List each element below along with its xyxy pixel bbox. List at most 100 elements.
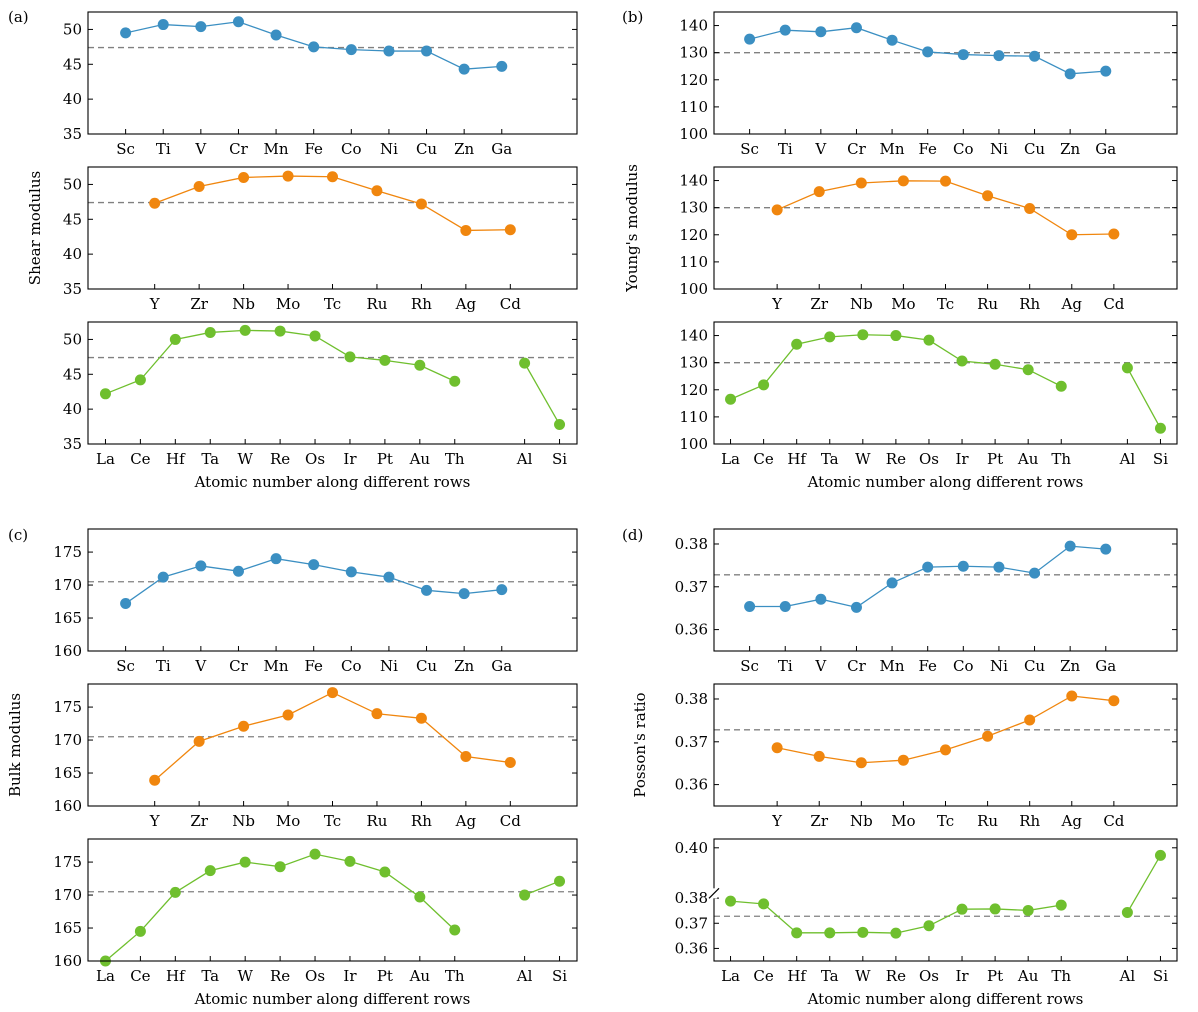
x-tick-label: Mo [276,295,300,313]
y-tick-label: 35 [63,435,82,453]
x-tick-label: Si [552,450,567,468]
x-tick-label: La [96,967,115,985]
x-tick-label: Ag [1061,295,1083,313]
x-tick-label: Hf [166,450,186,468]
y-tick-label: 35 [63,125,82,143]
data-point-hf [169,886,181,898]
y-tick-label: 110 [679,98,708,116]
y-tick-label: 175 [53,853,82,871]
x-tick-label: Ga [491,140,512,158]
data-point-ni [993,50,1005,62]
data-point-ag [1066,229,1078,241]
x-tick-label: Re [270,967,290,985]
data-point-fe [922,561,934,573]
x-tick-label: Cu [1024,140,1045,158]
axes-frame [713,683,1178,807]
data-point-mo [897,754,909,766]
y-tick-label: 140 [679,172,708,190]
y-tick-label: 165 [53,609,82,627]
x-tick-label: Rh [411,812,432,830]
y-tick-label: 175 [53,543,82,561]
data-point-ni [383,571,395,583]
x-tick-label: Mo [276,812,300,830]
x-tick-label: Ag [1061,812,1083,830]
x-tick-label: Cu [416,657,437,675]
panel-letter: (c) [8,526,28,544]
data-point-si [1154,849,1166,861]
axes-frame [713,528,1178,652]
x-tick-label: Cu [416,140,437,158]
x-tick-label: Re [886,967,906,985]
x-tick-label: Th [445,450,465,468]
y-axis-title: Shear modulus [26,171,44,285]
data-point-ag [1066,690,1078,702]
data-point-al [519,889,531,901]
data-point-cd [504,756,516,768]
data-point-al [1121,906,1133,918]
y-tick-label: 0.38 [675,889,708,907]
x-tick-label: Cd [500,812,521,830]
data-point-th [449,375,461,387]
axes-frame [713,11,1178,135]
subplot-row-1: 35 40 45 50 Sc Ti V Cr Mn Fe Co Ni Cu Zn Ga [63,11,578,158]
data-point-si [554,875,566,887]
x-tick-label: Zr [190,812,208,830]
x-tick-label: Hf [787,450,807,468]
y-tick-label: 40 [63,400,82,418]
data-point-re [274,325,286,337]
x-tick-label: Ni [380,140,398,158]
x-tick-label: Th [1051,967,1071,985]
x-tick-label: Au [409,450,431,468]
data-point-re [890,330,902,342]
data-point-nb [855,177,867,189]
data-point-cu [1029,567,1041,579]
data-point-sc [120,598,132,610]
y-tick-label: 170 [53,731,82,749]
data-point-ga [1100,543,1112,555]
data-point-cu [1029,50,1041,62]
x-tick-label: Cu [1024,657,1045,675]
x-tick-label: Sc [116,657,135,675]
data-point-ir [344,351,356,363]
data-point-cr [232,565,244,577]
series-line [1126,855,1162,913]
x-tick-label: Zr [190,295,208,313]
data-point-au [414,359,426,371]
data-point-zr [193,181,205,193]
x-tick-label: Zn [454,140,474,158]
y-tick-label: 45 [63,365,82,383]
panel-letter: (b) [622,8,643,26]
data-point-ir [956,903,968,915]
x-tick-label: Nb [850,295,873,313]
x-tick-label: Y [149,812,161,830]
data-point-os [923,334,935,346]
subplot-row-3: 160 165 170 175 La Ce Hf Ta W Re Os Ir Pt Au Th Al Si Ato… [53,838,578,1008]
data-point-re [890,927,902,939]
x-tick-label: Mn [264,140,289,158]
data-point-ti [779,600,791,612]
series-line [524,880,560,896]
y-tick-label: 50 [63,330,82,348]
x-tick-label: Sc [116,140,135,158]
x-tick-label: Ir [955,967,969,985]
data-point-cu [421,584,433,596]
x-tick-label: Ce [130,450,150,468]
data-point-au [1022,364,1034,376]
x-tick-label: Cd [500,295,521,313]
x-tick-label: Tc [324,812,341,830]
y-tick-label: 0.40 [675,839,708,857]
y-axis-title: Young's modulus [623,164,641,293]
x-tick-label: Ru [366,295,387,313]
data-point-re [274,861,286,873]
x-tick-label: Ti [156,140,171,158]
y-tick-label: 50 [63,20,82,38]
x-axis-title: Atomic number along different rows [194,473,471,491]
x-tick-label: W [855,967,871,985]
data-point-tc [327,687,338,699]
data-point-zn [1064,540,1076,552]
x-tick-label: Nb [232,812,255,830]
x-tick-label: Ga [491,657,512,675]
data-point-os [309,848,321,860]
x-tick-label: Tc [324,295,341,313]
